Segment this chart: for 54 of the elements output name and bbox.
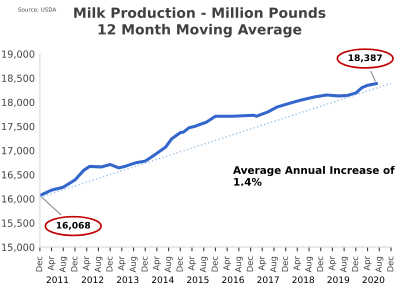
x-tick-label: Apr bbox=[223, 256, 232, 270]
x-tick-label: Aug bbox=[270, 256, 278, 272]
x-tick-label: Aug bbox=[340, 256, 348, 272]
x-tick-label: Apr bbox=[364, 256, 372, 270]
x-tick-label: Dec bbox=[316, 256, 324, 272]
annotation: 18,387 bbox=[348, 54, 382, 62]
text: 2020 bbox=[362, 276, 384, 284]
x-tick-label: Dec bbox=[246, 256, 254, 272]
x-tick-label: Dec bbox=[141, 256, 148, 272]
x-tick-label: Apr bbox=[188, 256, 196, 270]
x-tick-label: Aug bbox=[200, 256, 208, 272]
x-tick-label: Apr bbox=[82, 256, 91, 270]
y-tick-label: 16,500 bbox=[2, 171, 34, 180]
x-tick-label: Apr bbox=[328, 256, 336, 270]
annotation: 16,068 bbox=[56, 222, 90, 230]
text: 2019 bbox=[327, 276, 350, 284]
chart-title: Milk Production - Million Pounds 12 Month Moving Average bbox=[74, 7, 326, 38]
text: 2013 bbox=[116, 276, 138, 284]
x-tick-label: Dec bbox=[71, 256, 78, 272]
y-tick-label: 19,000 bbox=[2, 50, 34, 59]
x-tick-label: Aug bbox=[235, 256, 243, 272]
text: 2016 bbox=[222, 276, 244, 284]
x-tick-label: Apr bbox=[48, 256, 56, 270]
x-tick-label: Dec bbox=[282, 256, 288, 272]
x-tick-label: Apr bbox=[294, 256, 302, 270]
text: 2015 bbox=[187, 276, 209, 284]
x-tick-label: Dec bbox=[352, 256, 358, 272]
y-tick-label: 15,000 bbox=[2, 244, 34, 252]
y-tick-label: 17,000 bbox=[2, 146, 34, 156]
x-tick-label: Dec bbox=[36, 256, 42, 272]
x-tick-label: Aug bbox=[376, 256, 384, 272]
x-tick-label: Apr bbox=[258, 256, 266, 270]
x-tick-label: Dec bbox=[106, 256, 113, 272]
x-tick-label: Apr bbox=[153, 256, 161, 270]
text: 2014 bbox=[152, 276, 174, 284]
y-tick-label: 15,500 bbox=[2, 219, 34, 228]
annotation: Average Annual Increase of 1.4% bbox=[233, 166, 395, 186]
text: 2012 bbox=[82, 276, 104, 284]
y-tick-label: 18,500 bbox=[2, 74, 34, 83]
x-tick-label: Aug bbox=[59, 256, 68, 272]
y-tick-label: 18,000 bbox=[2, 98, 34, 108]
text: 2018 bbox=[292, 276, 314, 284]
y-tick-label: 16,000 bbox=[2, 195, 34, 204]
y-tick-label: 17,500 bbox=[2, 122, 34, 132]
text: 2017 bbox=[257, 276, 279, 284]
x-tick-label: Apr bbox=[118, 256, 126, 270]
x-tick-label: Dec bbox=[212, 256, 218, 272]
text: 2011 bbox=[46, 276, 68, 284]
x-tick-label: Dec bbox=[387, 256, 394, 272]
x-tick-label: Aug bbox=[94, 256, 102, 272]
x-tick-label: Aug bbox=[305, 256, 314, 272]
x-tick-label: Dec bbox=[176, 256, 183, 272]
x-tick-label: Aug bbox=[130, 256, 138, 272]
x-tick-label: Aug bbox=[164, 256, 173, 272]
